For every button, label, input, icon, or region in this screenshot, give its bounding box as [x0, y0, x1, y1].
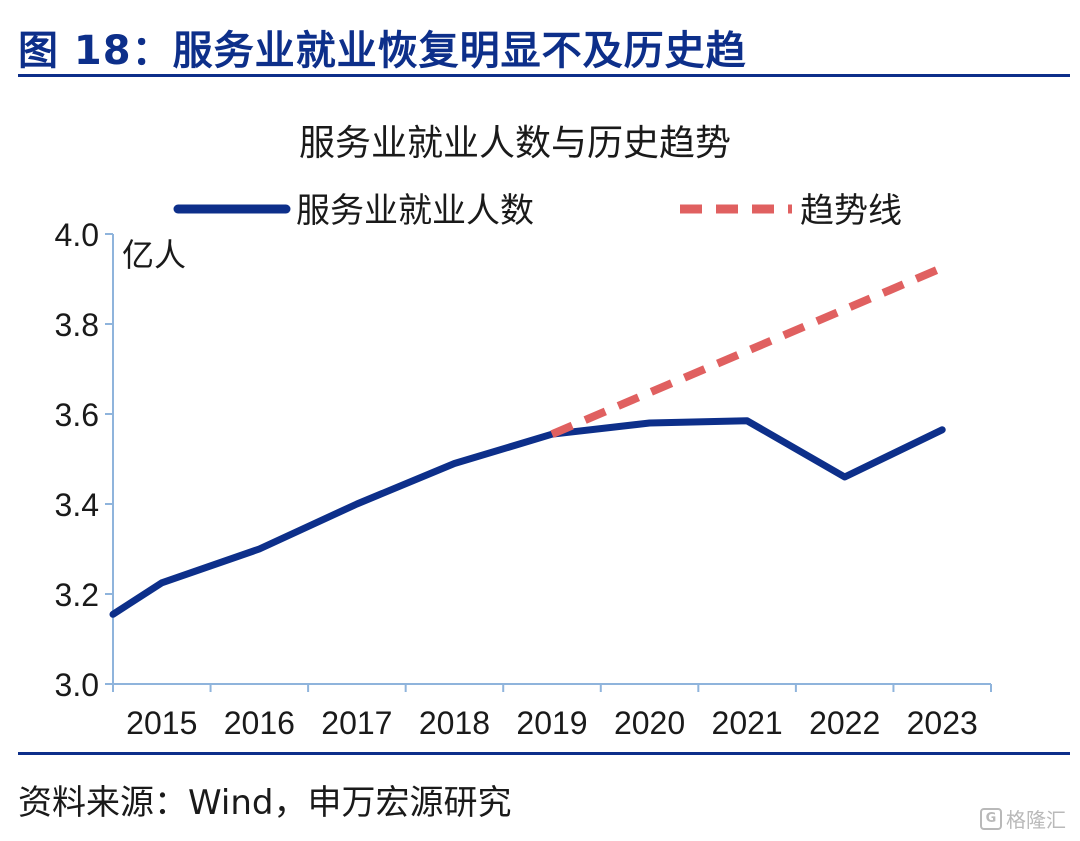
watermark: G 格隆汇 — [980, 804, 1066, 833]
series-layer — [109, 264, 946, 618]
x-tick-label: 2022 — [809, 705, 880, 740]
x-tick-label: 2018 — [419, 705, 490, 740]
source-note: 资料来源：Wind，申万宏源研究 — [18, 783, 512, 823]
x-tick-label: 2019 — [516, 705, 587, 740]
x-tick-label: 2021 — [712, 705, 783, 740]
x-tick-label: 2015 — [126, 705, 197, 740]
bottom-rule — [18, 752, 1070, 755]
employment-line-series — [109, 417, 946, 618]
x-tick-label: 2020 — [614, 705, 685, 740]
line-chart: 服务业就业人数与历史趋势 服务业就业人数 趋势线 亿人 3.0 3.2 3.4 3.6… — [55, 122, 992, 740]
watermark-text: 格隆汇 — [1006, 808, 1066, 832]
x-tick-label: 2016 — [224, 705, 295, 740]
y-tick-label: 3.8 — [55, 307, 99, 343]
axes: 3.0 3.2 3.4 3.6 3.8 4.0 2015 2016 2017 2018 2019 20… — [55, 217, 992, 740]
figure-title: 图 18：服务业就业恢复明显不及历史趋 — [18, 28, 747, 74]
y-tick-label: 3.0 — [55, 667, 99, 703]
y-tick-label: 4.0 — [55, 217, 99, 253]
y-unit-label: 亿人 — [122, 237, 186, 273]
legend: 服务业就业人数 趋势线 — [173, 192, 902, 230]
x-tick-label: 2023 — [907, 705, 978, 740]
watermark-logo-icon: G — [980, 807, 1002, 830]
top-rule — [18, 74, 1070, 77]
legend-label-employment: 服务业就业人数 — [296, 192, 534, 230]
chart-title: 服务业就业人数与历史趋势 — [299, 122, 731, 163]
y-tick-label: 3.2 — [55, 577, 99, 613]
legend-label-trend: 趋势线 — [800, 192, 902, 230]
x-tick-label: 2017 — [321, 705, 392, 740]
trend-point-1 — [942, 267, 943, 268]
y-tick-label: 3.6 — [55, 397, 99, 433]
y-tick-label: 3.4 — [55, 487, 99, 523]
trend-line-series — [550, 264, 944, 438]
